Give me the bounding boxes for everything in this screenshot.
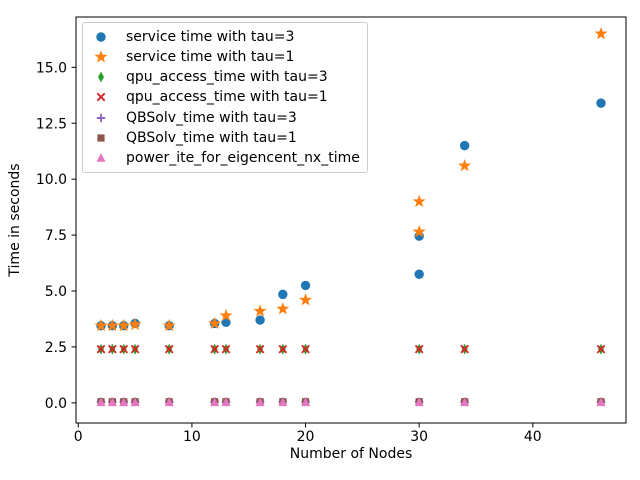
square-marker-icon (91, 129, 111, 147)
y-axis: 0.0 2.5 5.0 7.5 10.0 12.5 15.0 (36, 60, 76, 412)
series-power-ite-for-eigencent-nx-time (96, 397, 606, 407)
y-tick-label: 10.0 (36, 172, 67, 188)
x-tick-label: 10 (183, 429, 201, 445)
diamond-marker-icon (91, 68, 111, 86)
y-tick-label: 2.5 (45, 340, 67, 356)
plus-marker-icon (91, 109, 111, 127)
y-tick-label: 0.0 (45, 396, 67, 412)
legend-item-qpu-access-time-tau3: qpu_access_time with tau=3 (91, 67, 361, 87)
series-qpu-access-time-with-tau-3 (98, 343, 604, 355)
legend-item-power-ite: power_ite_for_eigencent_nx_time (91, 148, 361, 168)
circle-marker-icon (91, 28, 111, 46)
x-tick-label: 20 (297, 429, 315, 445)
x-tick-label: 0 (74, 429, 83, 445)
y-tick-label: 5.0 (45, 284, 67, 300)
series-service-time-with-tau-1 (94, 26, 608, 332)
legend-item-label: qpu_access_time with tau=3 (126, 69, 328, 86)
legend-item-label: service time with tau=1 (126, 49, 295, 66)
y-tick-label: 15.0 (36, 60, 67, 76)
legend-item-label: service time with tau=3 (126, 29, 295, 46)
legend-item-qbsolv-time-tau1: QBSolv_time with tau=1 (91, 128, 361, 148)
legend-item-label: QBSolv_time with tau=3 (126, 109, 297, 126)
y-axis-label: Time in seconds (7, 163, 23, 277)
legend-item-label: QBSolv_time with tau=1 (126, 129, 297, 146)
legend-item-service-time-tau3: service time with tau=3 (91, 27, 361, 47)
x-tick-label: 40 (524, 429, 542, 445)
series-qpu-access-time-with-tau-1 (96, 344, 606, 354)
legend-item-service-time-tau1: service time with tau=1 (91, 47, 361, 67)
y-tick-label: 12.5 (36, 116, 67, 132)
x-tick-label: 30 (410, 429, 428, 445)
legend-item-qpu-access-time-tau1: qpu_access_time with tau=1 (91, 87, 361, 107)
y-tick-label: 7.5 (45, 228, 67, 244)
legend-box: service time with tau=3 service time wit… (82, 22, 368, 173)
series-qbsolv-time-with-tau-1 (97, 398, 605, 406)
x-axis-label: Number of Nodes (290, 446, 412, 462)
star-marker-icon (91, 48, 111, 66)
triangle-marker-icon (91, 149, 111, 167)
plot-frame (75, 16, 627, 424)
legend-item-label: power_ite_for_eigencent_nx_time (126, 149, 360, 166)
x-axis: 0 10 20 30 40 (74, 423, 542, 445)
series-qbsolv-time-with-tau-3 (96, 397, 606, 406)
x-marker-icon (91, 88, 111, 106)
legend-item-qbsolv-time-tau3: QBSolv_time with tau=3 (91, 108, 361, 128)
legend-item-label: qpu_access_time with tau=1 (126, 89, 328, 106)
